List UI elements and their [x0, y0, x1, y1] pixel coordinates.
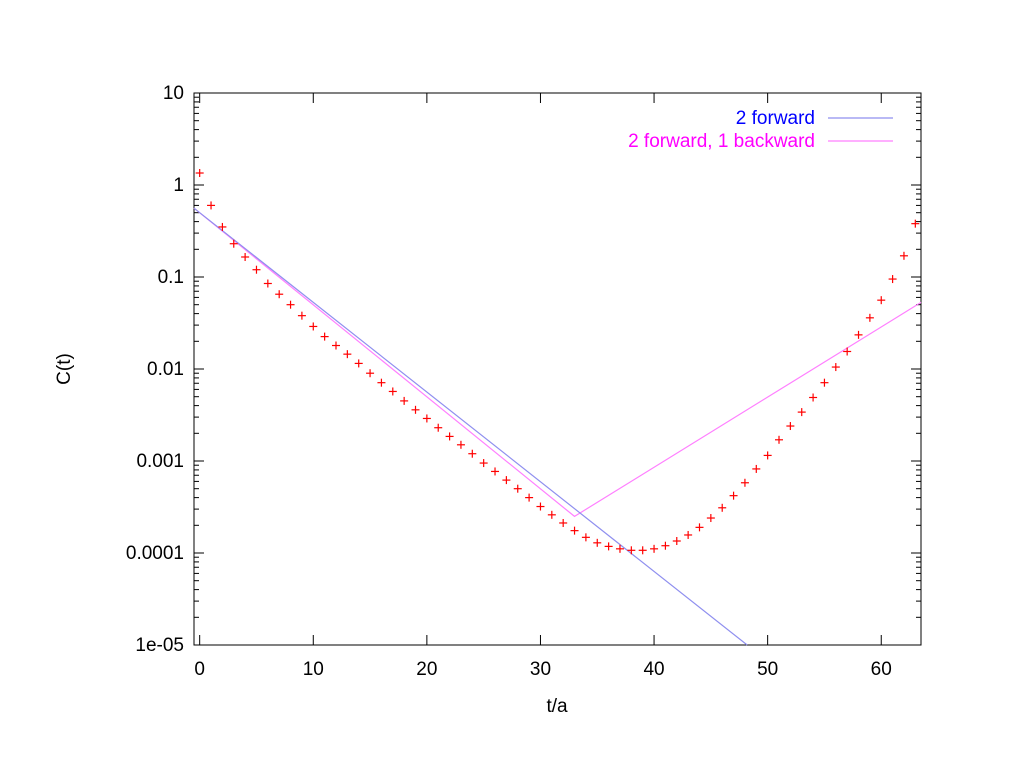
series-lines — [193, 207, 922, 646]
data-point — [263, 279, 272, 288]
y-axis-ticks: 10 1 0.1 0.01 0.001 0.0001 1e-05 — [126, 83, 921, 656]
data-point — [593, 538, 602, 547]
data-point — [297, 311, 306, 320]
data-point — [536, 502, 545, 511]
data-point — [797, 408, 806, 417]
data-point — [877, 296, 886, 305]
data-point — [752, 464, 761, 473]
series-line-2 — [193, 207, 922, 518]
data-point — [911, 219, 920, 228]
data-point — [672, 537, 681, 546]
data-point — [638, 546, 647, 555]
data-point — [525, 493, 534, 502]
data-point — [729, 491, 738, 500]
x-axis-label: t/a — [546, 696, 568, 717]
y-tick-label: 0.01 — [147, 359, 184, 380]
data-point — [366, 369, 375, 378]
data-point — [661, 541, 670, 550]
data-point — [831, 363, 840, 372]
data-point — [434, 423, 443, 432]
data-point — [604, 542, 613, 551]
data-point — [650, 544, 659, 553]
y-axis-label: C(t) — [54, 353, 75, 385]
data-point — [706, 514, 715, 523]
data-point — [456, 440, 465, 449]
data-point — [445, 432, 454, 441]
data-point — [252, 265, 261, 274]
data-point — [843, 347, 852, 356]
data-point — [684, 530, 693, 539]
data-point — [229, 239, 238, 248]
data-point — [195, 169, 204, 178]
data-point — [547, 510, 556, 519]
data-point — [899, 251, 908, 260]
plot-frame — [193, 92, 922, 646]
x-tick-label: 40 — [643, 659, 664, 680]
data-point — [411, 405, 420, 414]
series-line-1 — [193, 207, 748, 646]
x-tick-label: 50 — [757, 659, 778, 680]
data-point — [218, 222, 227, 231]
data-point — [888, 275, 897, 284]
x-tick-label: 20 — [416, 659, 437, 680]
data-point — [491, 467, 500, 476]
data-point — [479, 459, 488, 468]
data-point — [865, 313, 874, 322]
data-point — [786, 422, 795, 431]
x-tick-label: 0 — [194, 659, 205, 680]
data-point — [570, 526, 579, 535]
data-point — [854, 330, 863, 339]
legend-label-1: 2 forward — [736, 108, 815, 129]
data-point — [809, 393, 818, 402]
y-tick-label: 1e-05 — [135, 635, 184, 656]
data-point — [820, 378, 829, 387]
data-point — [354, 359, 363, 368]
data-point — [513, 484, 522, 493]
y-tick-label: 10 — [163, 83, 184, 104]
data-point — [275, 290, 284, 299]
x-tick-label: 10 — [303, 659, 324, 680]
y-tick-label: 0.1 — [158, 267, 184, 288]
data-point — [286, 300, 295, 309]
data-point — [581, 533, 590, 542]
y-tick-label: 0.001 — [136, 451, 184, 472]
data-point — [615, 544, 624, 553]
data-point — [400, 396, 409, 405]
data-point — [388, 387, 397, 396]
data-point — [502, 476, 511, 485]
data-point — [377, 378, 386, 387]
data-point — [763, 451, 772, 460]
data-point — [695, 523, 704, 532]
x-tick-label: 60 — [871, 659, 892, 680]
y-tick-label: 1 — [173, 175, 184, 196]
data-point — [207, 201, 216, 210]
legend-label-2: 2 forward, 1 backward — [628, 131, 815, 152]
data-point — [775, 435, 784, 444]
x-tick-label: 30 — [530, 659, 551, 680]
data-point — [309, 322, 318, 331]
x-axis-ticks: 0 10 20 30 40 50 60 — [194, 93, 892, 680]
data-point — [468, 449, 477, 458]
data-point — [422, 414, 431, 423]
data-points — [195, 169, 920, 555]
y-tick-label: 0.0001 — [126, 543, 184, 564]
data-point — [241, 252, 250, 261]
data-point — [559, 518, 568, 527]
data-point — [331, 341, 340, 350]
data-point — [718, 503, 727, 512]
data-point — [320, 332, 329, 341]
data-point — [740, 478, 749, 487]
data-point — [343, 350, 352, 359]
data-point — [627, 546, 636, 555]
